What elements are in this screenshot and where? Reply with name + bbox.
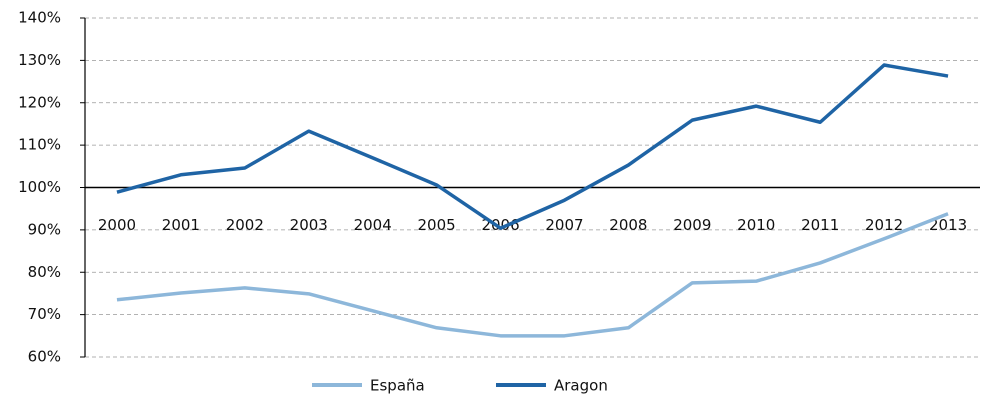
- legend-label: España: [370, 377, 425, 395]
- x-tick-label: 2005: [418, 216, 456, 234]
- x-tick-label: 2004: [354, 216, 392, 234]
- y-tick-label: 100%: [18, 178, 61, 196]
- x-tick-label: 2009: [673, 216, 711, 234]
- y-tick-label: 120%: [18, 93, 61, 111]
- x-tick-label: 2007: [545, 216, 583, 234]
- x-tick-label: 2008: [609, 216, 647, 234]
- y-tick-label: 80%: [28, 263, 61, 281]
- x-tick-label: 2011: [801, 216, 839, 234]
- y-tick-label: 60%: [28, 348, 61, 366]
- y-tick-label: 90%: [28, 220, 61, 238]
- data-line: [116, 63, 949, 230]
- y-tick-label: 70%: [28, 305, 61, 323]
- x-tick-label: 2001: [162, 216, 200, 234]
- y-tick-label: 140%: [18, 9, 61, 27]
- x-tick-label: 2013: [929, 216, 967, 234]
- legend-label: Aragon: [554, 377, 608, 395]
- x-tick-label: 2010: [737, 216, 775, 234]
- x-tick-label: 2002: [226, 216, 264, 234]
- y-tick-label: 130%: [18, 51, 61, 69]
- y-tick-label: 110%: [18, 136, 61, 154]
- x-tick-label: 2012: [865, 216, 903, 234]
- x-tick-label: 2003: [290, 216, 328, 234]
- data-line: [116, 212, 949, 338]
- x-tick-label: 2000: [98, 216, 136, 234]
